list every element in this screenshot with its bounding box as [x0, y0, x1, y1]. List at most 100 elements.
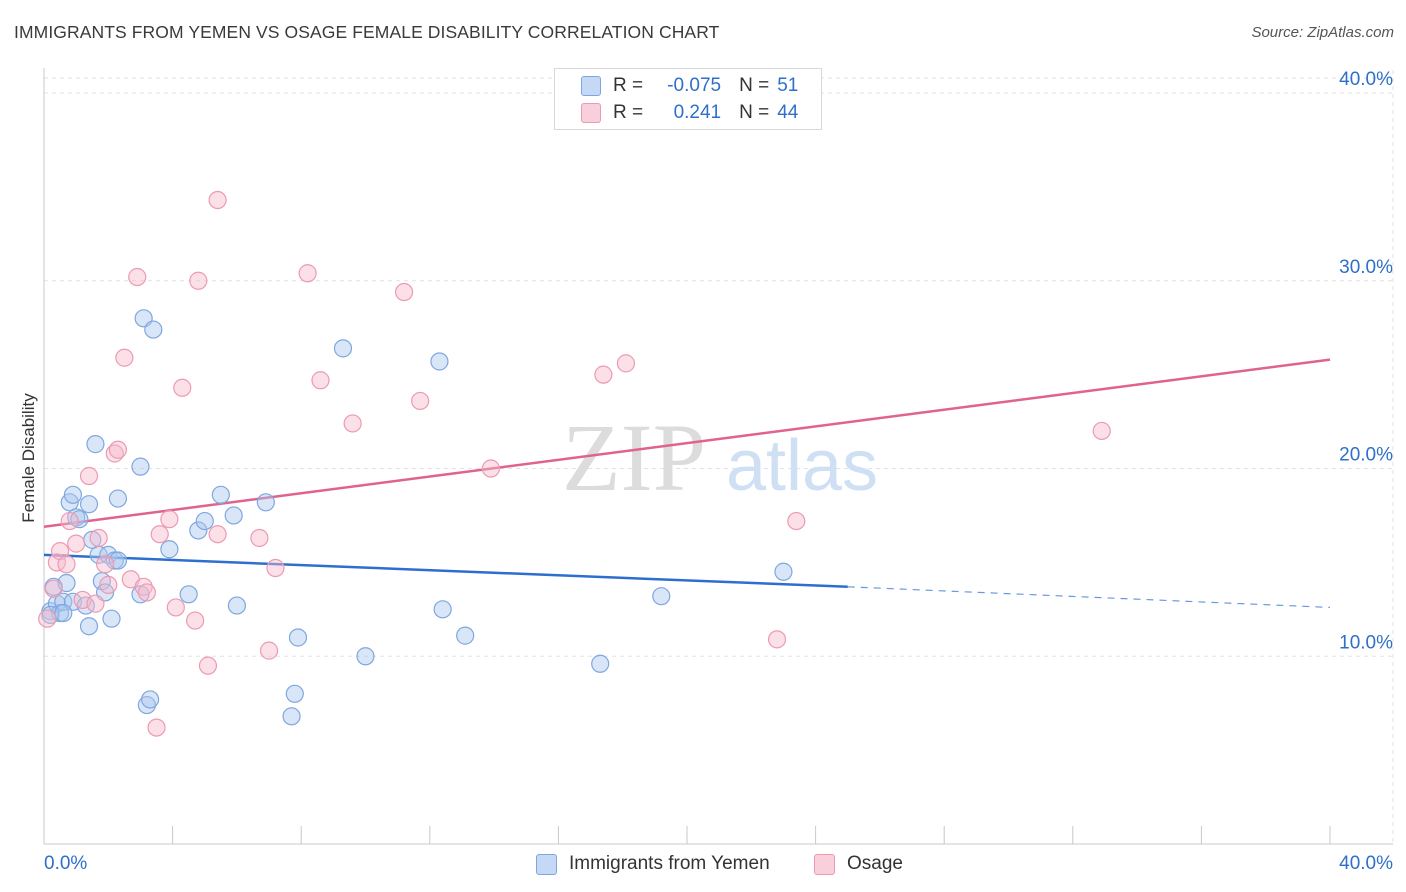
point-yemen — [79, 617, 99, 636]
point-osage — [250, 528, 269, 548]
watermark-atlas: atlas — [726, 426, 878, 506]
point-osage — [343, 414, 362, 433]
bottom-legend-swatch-yemen — [536, 853, 557, 875]
point-osage — [134, 577, 153, 596]
x-tick-label-min: 0.0% — [44, 853, 87, 874]
point-yemen — [433, 600, 452, 619]
point-osage — [60, 511, 79, 531]
bottom-legend-label-osage: Osage — [847, 853, 903, 874]
grid-layer — [44, 70, 1394, 844]
point-yemen — [591, 654, 610, 673]
point-osage — [115, 348, 134, 367]
points-layer — [38, 190, 1111, 737]
point-osage — [86, 594, 105, 613]
point-osage — [108, 440, 128, 459]
legend-n-value: 44 — [777, 102, 799, 123]
point-yemen — [160, 540, 179, 559]
point-osage — [79, 466, 99, 486]
x-tick-label-max: 40.0% — [1339, 853, 1393, 874]
legend-row-yemen: R = -0.075 N = 51 — [581, 74, 798, 98]
y-tick-label: 30.0% — [1339, 257, 1393, 278]
point-yemen — [79, 495, 99, 514]
trend-line-extension-yemen — [847, 586, 1331, 609]
point-osage — [266, 558, 285, 578]
y-axis-label: Female Disability — [19, 393, 38, 523]
bottom-legend-swatch-osage — [814, 853, 835, 875]
point-yemen — [285, 684, 304, 703]
y-tick-label: 20.0% — [1339, 445, 1393, 466]
chart-title: IMMIGRANTS FROM YEMEN VS OSAGE FEMALE DI… — [14, 22, 720, 42]
y-tick-label: 10.0% — [1339, 632, 1393, 653]
point-osage — [259, 641, 279, 660]
point-osage — [44, 579, 63, 598]
point-osage — [137, 583, 156, 602]
trend-line-yemen — [43, 553, 848, 589]
point-yemen — [288, 628, 308, 647]
labels-layer: 10.0% 20.0% 30.0% 40.0% 0.0% 40.0% — [44, 69, 1393, 874]
point-yemen — [131, 457, 150, 476]
point-osage — [767, 630, 787, 649]
legend-n-value: 51 — [777, 75, 799, 96]
point-osage — [150, 525, 169, 544]
point-osage — [160, 510, 179, 529]
point-osage — [616, 354, 636, 373]
point-osage — [186, 611, 205, 630]
stats-legend: R = -0.075 N = 51 R = 0.241 N = 44 — [554, 68, 822, 130]
point-osage — [173, 378, 192, 397]
point-osage — [411, 391, 430, 411]
point-osage — [198, 656, 218, 675]
watermark: ZIP atlas — [562, 404, 878, 511]
point-osage — [166, 598, 185, 617]
point-osage — [208, 525, 227, 544]
point-yemen — [140, 690, 160, 709]
point-osage — [208, 190, 227, 210]
point-osage — [787, 511, 806, 531]
point-yemen — [179, 585, 198, 604]
point-yemen — [282, 707, 301, 726]
point-yemen — [211, 485, 230, 504]
point-yemen — [224, 506, 243, 525]
legend-row-osage: R = 0.241 N = 44 — [581, 101, 798, 125]
point-osage — [147, 718, 166, 737]
point-osage — [1092, 421, 1111, 441]
axes-layer — [43, 68, 1393, 845]
point-yemen — [356, 647, 375, 666]
point-osage — [89, 528, 108, 548]
point-yemen — [195, 511, 214, 531]
legend-r-value: -0.075 — [667, 75, 722, 96]
point-osage — [67, 534, 86, 553]
chart-source: Source: ZipAtlas.com — [1251, 24, 1394, 41]
point-yemen — [137, 695, 156, 715]
legend-swatch-osage — [581, 103, 601, 123]
point-osage — [394, 282, 414, 302]
point-yemen — [102, 609, 121, 628]
point-yemen — [63, 485, 83, 504]
legend-r-label: R = — [613, 102, 644, 123]
point-yemen — [456, 626, 475, 645]
point-yemen — [256, 493, 275, 512]
point-yemen — [108, 489, 128, 508]
point-yemen — [189, 521, 208, 540]
point-yemen — [144, 320, 163, 339]
legend-swatch-yemen — [581, 76, 601, 96]
legend-n-label: N = — [739, 102, 770, 123]
point-osage — [57, 555, 76, 574]
point-osage — [594, 365, 613, 384]
point-yemen — [54, 603, 73, 623]
point-yemen — [227, 596, 246, 615]
point-osage — [128, 267, 147, 287]
bottom-legend-osage[interactable]: Osage — [814, 851, 903, 877]
point-osage — [311, 371, 330, 390]
bottom-legend-yemen[interactable]: Immigrants from Yemen — [536, 851, 770, 877]
point-osage — [481, 459, 500, 478]
point-osage — [189, 271, 208, 290]
y-tick-label: 40.0% — [1339, 69, 1393, 90]
point-osage — [99, 575, 118, 595]
point-osage — [38, 609, 57, 628]
point-osage — [298, 264, 317, 283]
legend-r-label: R = — [613, 75, 644, 96]
legend-n-label: N = — [739, 75, 770, 96]
point-yemen — [86, 435, 105, 454]
bottom-legend-label-yemen: Immigrants from Yemen — [569, 853, 770, 874]
